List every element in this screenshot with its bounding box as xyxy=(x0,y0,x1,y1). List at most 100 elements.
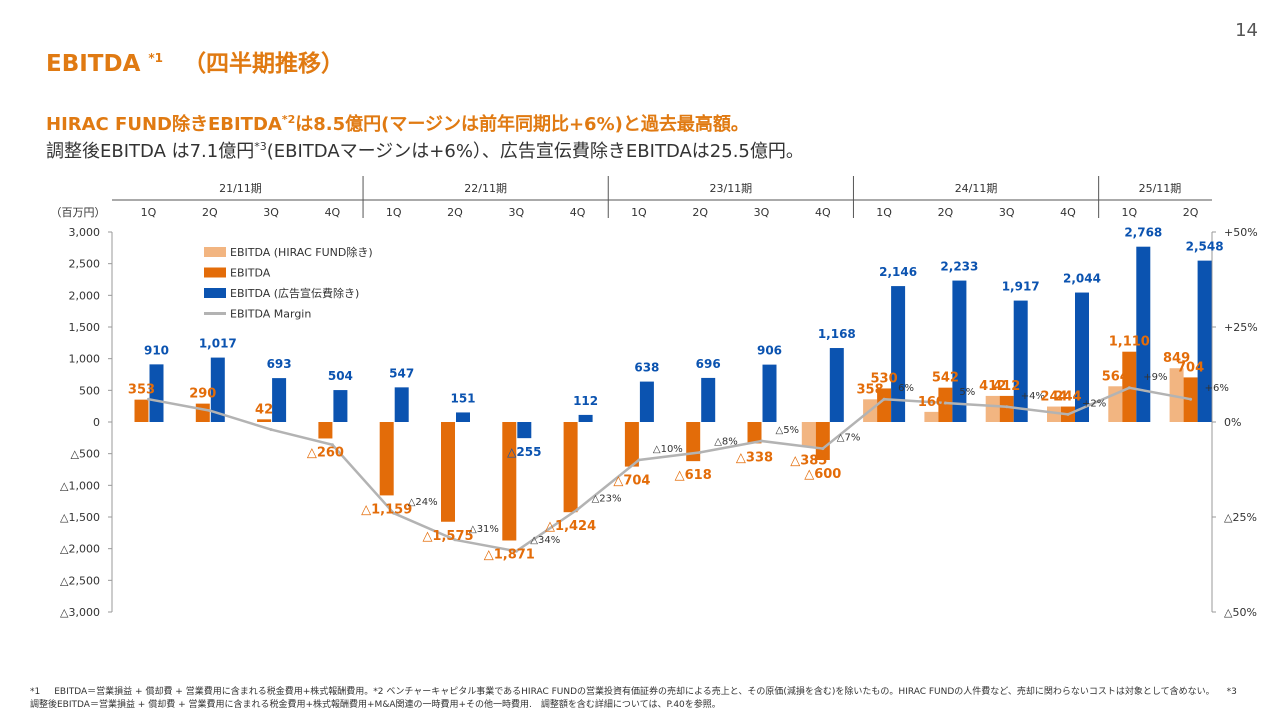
legend-label: EBITDA (広告宣伝費除き) xyxy=(230,286,359,300)
bar-ebitda-ex-hirac xyxy=(924,411,939,422)
label-ebitda: △338 xyxy=(736,450,773,465)
label-ebitda-margin: +6% xyxy=(1205,383,1229,394)
bar-ebitda-ex-advertising xyxy=(701,377,716,422)
label-ebitda: △1,575 xyxy=(422,529,473,544)
quarter-label: 3Q xyxy=(999,206,1015,219)
margin-point xyxy=(1066,412,1070,416)
label-ebitda: △618 xyxy=(675,468,712,483)
y-tick-label: 2,500 xyxy=(69,258,101,271)
label-ebitda-ex-advertising: 151 xyxy=(450,391,475,405)
bar-ebitda-ex-advertising xyxy=(272,378,287,422)
legend-label: EBITDA xyxy=(230,267,271,280)
bar-ebitda xyxy=(686,422,701,462)
fiscal-year-label: 23/11期 xyxy=(709,182,752,195)
quarter-label: 4Q xyxy=(815,206,831,219)
label-ebitda-margin: +9% xyxy=(1143,372,1167,383)
page-title-suffix: （四半期推移） xyxy=(183,51,345,77)
bar-ebitda-ex-advertising xyxy=(578,414,593,422)
label-ebitda: 542 xyxy=(932,371,959,386)
bar-ebitda xyxy=(815,422,830,460)
fiscal-year-label: 21/11期 xyxy=(219,182,262,195)
y-tick-label: 3,000 xyxy=(69,226,101,239)
bar-ebitda-ex-advertising xyxy=(1136,246,1151,422)
label-ebitda-ex-advertising: 1,917 xyxy=(1002,280,1040,294)
bar-ebitda-ex-hirac xyxy=(801,422,816,447)
y-tick-label: △2,500 xyxy=(60,574,100,587)
quarter-label: 3Q xyxy=(754,206,770,219)
label-ebitda-ex-advertising: 1,017 xyxy=(199,337,237,351)
label-ebitda: △1,871 xyxy=(484,547,535,562)
quarter-label: 3Q xyxy=(508,206,524,219)
page-title: EBITDA *1 （四半期推移） xyxy=(46,44,344,78)
label-ebitda-ex-advertising: 906 xyxy=(757,344,782,358)
margin-point xyxy=(637,458,641,462)
y-tick-label: △1,000 xyxy=(60,479,100,492)
label-ebitda-ex-advertising: 2,146 xyxy=(879,265,917,279)
quarter-label: 4Q xyxy=(570,206,586,219)
label-ebitda-margin: △5% xyxy=(776,425,800,436)
bar-ebitda xyxy=(195,403,210,422)
footnotes: *1 EBITDA＝営業損益 + 償却費 + 営業費用に含まれる税金費用+株式報酬… xyxy=(30,686,1252,712)
bar-ebitda-ex-advertising xyxy=(517,422,532,439)
label-ebitda-ex-advertising: 638 xyxy=(634,361,659,375)
bar-ebitda-ex-advertising xyxy=(1075,292,1089,422)
margin-point xyxy=(453,538,457,542)
bar-ebitda-ex-advertising xyxy=(333,390,348,422)
label-ebitda: △1,159 xyxy=(361,502,412,517)
legend-swatch xyxy=(204,247,226,257)
quarter-label: 2Q xyxy=(938,206,954,219)
y2-tick-label: +25% xyxy=(1224,321,1258,334)
y-tick-label: 0 xyxy=(93,416,100,429)
label-ebitda-ex-hirac: 849 xyxy=(1163,351,1190,366)
y-tick-label: △2,000 xyxy=(60,543,100,556)
bar-ebitda xyxy=(502,422,517,541)
label-ebitda: 530 xyxy=(871,371,898,386)
margin-point xyxy=(330,443,334,447)
bar-ebitda xyxy=(938,387,953,422)
label-ebitda-ex-advertising: 2,548 xyxy=(1186,240,1224,254)
quarter-label: 1Q xyxy=(876,206,892,219)
label-ebitda-ex-advertising: 504 xyxy=(328,369,353,383)
label-ebitda-ex-advertising: △255 xyxy=(507,445,541,459)
label-ebitda: △1,424 xyxy=(545,519,596,534)
label-ebitda-ex-advertising: 2,044 xyxy=(1063,272,1101,286)
margin-point xyxy=(392,511,396,515)
quarter-label: 2Q xyxy=(692,206,708,219)
label-ebitda-ex-hirac: 358 xyxy=(857,382,884,397)
label-ebitda: 412 xyxy=(993,379,1020,394)
label-ebitda-margin: △24% xyxy=(408,497,438,508)
label-ebitda-ex-hirac: 412 xyxy=(979,379,1006,394)
label-ebitda: △260 xyxy=(307,445,344,460)
quarter-label: 4Q xyxy=(1060,206,1076,219)
label-ebitda-ex-advertising: 2,768 xyxy=(1124,226,1162,240)
y2-tick-label: +50% xyxy=(1224,226,1258,239)
bar-ebitda-ex-advertising xyxy=(891,286,906,422)
bar-ebitda-ex-advertising xyxy=(1013,300,1028,422)
bar-ebitda-ex-advertising xyxy=(762,364,777,422)
label-ebitda: 290 xyxy=(189,387,216,402)
y-tick-label: 500 xyxy=(79,384,100,397)
y-tick-label: 1,500 xyxy=(69,321,101,334)
margin-point xyxy=(147,397,150,401)
label-ebitda: △600 xyxy=(804,467,841,482)
subline-footnote-mark: *3 xyxy=(254,140,267,153)
legend-label: EBITDA (HIRAC FUND除き) xyxy=(230,245,373,259)
fiscal-year-label: 25/11期 xyxy=(1139,182,1182,195)
bar-ebitda-ex-advertising xyxy=(952,280,967,422)
label-ebitda: 704 xyxy=(1177,360,1204,375)
label-ebitda: 353 xyxy=(128,383,155,398)
ebitda-quarterly-chart: 21/11期 22/11期 23/11期 24/11期 25/11期 （百万円） 1Q 2Q 3… xyxy=(51,176,1258,619)
label-ebitda-margin: +2% xyxy=(1082,398,1106,409)
subline: 調整後EBITDA は7.1億円*3(EBITDAマージンは+6%）、広告宣伝費… xyxy=(46,137,804,163)
margin-point xyxy=(1127,386,1131,390)
quarter-label: 3Q xyxy=(263,206,279,219)
margin-point xyxy=(698,450,702,454)
bar-ebitda-ex-advertising xyxy=(639,381,654,422)
y2-tick-label: △50% xyxy=(1224,606,1257,619)
margin-point xyxy=(208,409,212,413)
quarter-label: 1Q xyxy=(386,206,402,219)
footnote-3-mark: *3 xyxy=(1226,687,1237,697)
quarter-label: 1Q xyxy=(141,206,157,219)
label-ebitda-ex-advertising: 112 xyxy=(573,394,598,408)
margin-point xyxy=(882,397,886,401)
